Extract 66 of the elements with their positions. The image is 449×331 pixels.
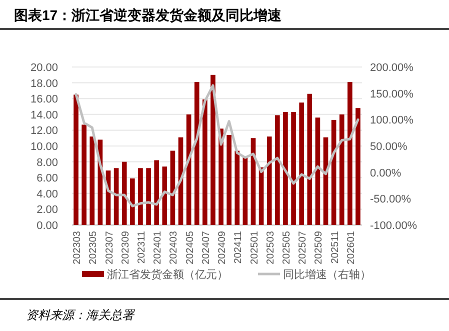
bar [162,166,168,225]
y-tick-label: 12.00 [30,125,58,138]
bar [130,178,135,225]
y-tick-label: 6.00 [36,172,58,185]
x-tick-label: 202511 [330,230,341,264]
y2-tick-label: 150.00% [370,88,414,100]
bar [299,102,304,225]
bar [291,112,296,225]
bar [226,134,232,225]
x-tick-label: 202503 [265,230,276,264]
x-tick-label: 202507 [298,230,309,264]
y-tick-label: 0.00 [36,220,58,232]
y-tick-label: 16.00 [30,94,58,106]
x-tick-label: 202405 [184,230,196,264]
bar [266,136,272,225]
bar [138,168,143,225]
bar [146,168,151,225]
y-tick-label: 14.00 [30,109,58,122]
legend-label: 同比增速（右轴） [283,268,371,281]
bar [194,82,200,225]
bar [283,112,288,225]
bar [275,115,280,225]
x-tick-label: 202309 [120,230,132,264]
x-tick-label: 202409 [217,230,228,264]
bar [307,94,312,225]
y2-tick-label: 50.00% [370,141,408,153]
y-tick-label: 10.00 [30,141,58,153]
bar [202,99,208,225]
x-tick-label: 202601 [346,230,357,264]
text: 资料来源：海关总署 [26,308,136,322]
x-tick-label: 202411 [233,230,244,264]
bar [234,150,240,225]
bar [339,114,344,225]
bar [90,136,95,225]
chart-title: 图表17：浙江省逆变器发货金额及同比增速 [14,7,283,23]
x-tick-label: 202307 [104,230,116,264]
x-tick-label: 202505 [281,230,292,264]
line-series [74,84,360,208]
x-tick-label: 202311 [136,230,148,264]
x-tick-label: 202509 [314,230,325,264]
bar [315,118,320,225]
y2-tick-label: 200.00% [370,62,414,74]
bar [74,94,78,225]
y-tick-label: 4.00 [36,188,58,200]
bar [348,82,352,225]
bar [154,160,159,225]
bar [242,157,248,225]
y-tick-label: 8.00 [36,156,58,169]
legend-label: 浙江省发货金额（亿元） [107,268,228,281]
bar [122,162,127,225]
y2-tick-label: -100.00% [370,220,418,232]
y-tick-label: 20.00 [30,62,58,74]
y-tick-label: 2.00 [36,204,58,216]
bar [356,108,360,225]
x-tick-label: 202305 [88,230,100,264]
x-tick-label: 202403 [168,230,180,264]
bar [82,124,86,225]
bar [210,74,216,225]
x-tick-label: 202401 [152,230,164,264]
x-tick-label: 202501 [249,230,260,264]
x-tick-label: 202303 [72,230,84,264]
y2-tick-label: 100.00% [370,114,414,127]
x-tick-label: 202407 [200,230,212,264]
y2-tick-label: 0.00% [370,167,402,180]
y-tick-label: 18.00 [30,78,58,90]
y2-tick-label: -50.00% [370,194,412,206]
